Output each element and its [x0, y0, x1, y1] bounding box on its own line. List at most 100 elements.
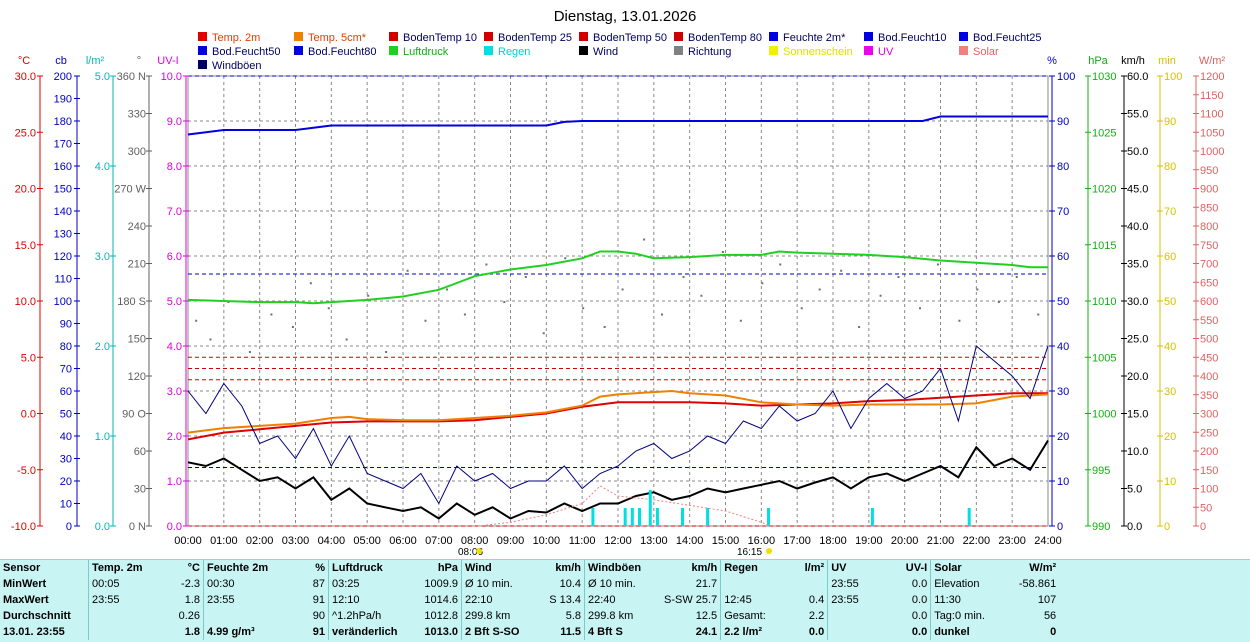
summary-cell: Sensor	[3, 562, 41, 574]
summary-cell: hPa	[437, 562, 458, 574]
x-tick-label: 14:00	[676, 535, 704, 547]
summary-row: 13.01. 23:55 1.8 4.99 g/m³ 91 veränderlich 10…	[0, 624, 1059, 640]
axis-label-sun: 70	[1164, 206, 1176, 218]
axis-unit-press: hPa	[1088, 55, 1108, 67]
direction-point	[800, 307, 803, 310]
axis-label-solar: 1150	[1200, 90, 1224, 102]
axis-label-wind: 60.0	[1127, 71, 1148, 83]
legend-label: Temp. 2m	[212, 32, 260, 44]
axis-label-cb: 150	[54, 184, 72, 196]
axis-label-cb: 160	[54, 161, 72, 173]
axis-label-dir: 60	[134, 446, 146, 458]
axis-label-cb: 200	[54, 71, 72, 83]
x-tick-label: 10:00	[533, 535, 561, 547]
axis-label-hum: 40	[1057, 341, 1069, 353]
axis-label-cb: 100	[54, 296, 72, 308]
axis-unit-dir: °	[137, 55, 141, 67]
axis-label-uv: 8.0	[167, 161, 182, 173]
axis-label-cb: 140	[54, 206, 72, 218]
series-line-temp-2m	[187, 392, 1048, 441]
axis-label-sun: 20	[1164, 431, 1176, 443]
axis-label-hum: 90	[1057, 116, 1069, 128]
axis-label-press: 995	[1092, 465, 1110, 477]
axis-unit-hum: %	[1047, 55, 1057, 67]
legend-swatch	[579, 46, 588, 55]
axis-label-dir: 150	[128, 334, 146, 346]
legend-swatch	[959, 32, 968, 41]
summary-cell: Regen	[720, 560, 784, 576]
summary-cell: °C	[187, 562, 200, 574]
direction-point	[542, 332, 545, 335]
x-tick-label: 15:00	[712, 535, 740, 547]
x-tick-label: 05:00	[353, 535, 381, 547]
axis-label-rain: 2.0	[95, 341, 110, 353]
axis-label-cb: 0	[66, 521, 72, 533]
summary-cell: 22:40	[584, 592, 661, 608]
direction-point	[603, 326, 606, 328]
axis-label-dir: 360 N	[117, 71, 146, 83]
x-tick-label: 04:00	[318, 535, 346, 547]
summary-panel: Sensor Temp. 2m °C Feuchte 2m% Luftdruck hPa W…	[0, 559, 1250, 642]
summary-cell: 23:55	[827, 592, 885, 608]
direction-point	[270, 313, 273, 316]
summary-row: MinWert 00:05 -2.3 00:30 87 03:25 1009.9 Ø 10 m…	[0, 576, 1059, 592]
rain-bar	[623, 508, 627, 526]
axis-label-cb: 110	[54, 274, 72, 286]
summary-cell: S 13.4	[549, 594, 581, 606]
direction-point	[248, 351, 251, 353]
x-tick-label: 24:00	[1034, 535, 1062, 547]
axis-label-dir: 300	[128, 146, 146, 158]
summary-cell: 1012.8	[424, 610, 458, 622]
axis-label-solar: 550	[1200, 315, 1218, 327]
summary-header-row: Sensor Temp. 2m °C Feuchte 2m% Luftdruck hPa W…	[0, 560, 1059, 576]
axis-label-temp: 20.0	[15, 184, 36, 196]
summary-cell: 2.2 l/m²	[720, 624, 784, 640]
summary-cell: 0.0	[911, 594, 928, 606]
axis-label-wind: 30.0	[1127, 296, 1148, 308]
sunrise-label: 08:06	[458, 547, 483, 558]
rain-bar	[706, 508, 710, 526]
axis-label-rain: 0.0	[95, 521, 110, 533]
legend-label: Regen	[498, 46, 530, 58]
legend-label: Bod.Feucht10	[878, 32, 947, 44]
direction-point	[919, 307, 921, 310]
summary-cell: UV	[827, 560, 885, 576]
axis-label-hum: 80	[1057, 161, 1069, 173]
direction-point	[1037, 313, 1040, 316]
x-tick-label: 01:00	[210, 535, 238, 547]
summary-cell: 0.26	[178, 610, 200, 622]
legend-label: UV	[878, 46, 894, 58]
legend-label: BodenTemp 50	[593, 32, 667, 44]
axis-label-solar: 700	[1200, 259, 1218, 271]
rain-bar	[681, 508, 684, 526]
axis-label-cb: 70	[60, 364, 72, 376]
summary-cell: ^1.2hPa/h	[328, 608, 409, 624]
summary-cell: 2 Bft S-SO	[461, 624, 538, 640]
axis-label-uv: 3.0	[167, 386, 182, 398]
summary-row: Durchschnitt 0.26 90 ^1.2hPa/h 1012.8 299.8 k…	[0, 608, 1059, 624]
series-line-windb-en	[187, 345, 1049, 505]
summary-cell: 299.8 km	[461, 608, 538, 624]
axis-label-temp: -5.0	[17, 465, 36, 477]
axis-label-dir: 210	[128, 259, 146, 271]
axis-label-cb: 170	[54, 139, 72, 151]
axis-label-press: 990	[1092, 521, 1110, 533]
legend-swatch	[864, 32, 873, 41]
axis-label-uv: 2.0	[167, 431, 182, 443]
direction-point	[424, 319, 427, 322]
rain-bar	[591, 508, 595, 526]
series-line-wind	[187, 439, 1049, 520]
axis-label-dir: 330	[128, 109, 146, 121]
summary-cell: 11:30	[930, 592, 1004, 608]
summary-cell: l/m²	[804, 562, 825, 574]
axis-unit-uv: UV-I	[157, 55, 178, 67]
summary-cell: 23:55	[203, 592, 284, 608]
summary-cell: 91	[312, 626, 325, 638]
x-tick-label: 18:00	[819, 535, 847, 547]
axis-label-sun: 100	[1164, 71, 1182, 83]
direction-point	[463, 313, 466, 316]
x-tick-label: 11:00	[569, 535, 596, 547]
axis-label-cb: 60	[60, 386, 72, 398]
direction-point	[291, 326, 294, 328]
